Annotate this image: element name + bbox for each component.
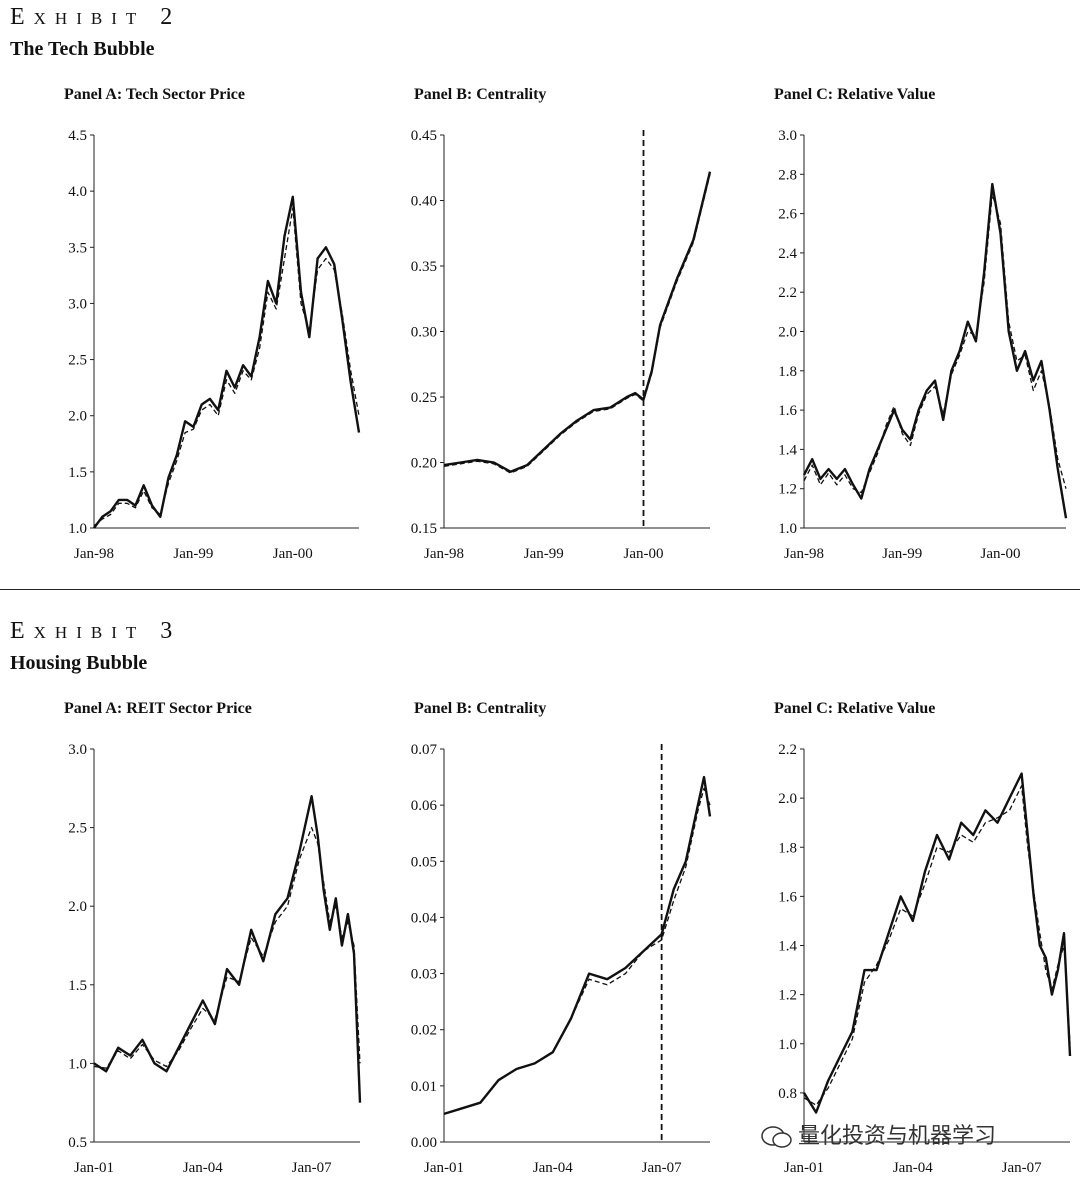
exhibit-divider [0, 589, 1080, 590]
x-tick-label: Jan-00 [981, 546, 1021, 562]
y-tick-label: 2.5 [68, 821, 87, 837]
panel-title: Panel A: Tech Sector Price [64, 86, 245, 103]
y-tick-label: 1.0 [778, 1037, 797, 1053]
y-tick-label: 1.2 [778, 988, 797, 1004]
x-tick-label: Jan-01 [424, 1160, 464, 1176]
y-tick-label: 0.04 [411, 910, 438, 926]
y-tick-label: 2.4 [778, 246, 797, 262]
y-tick-label: 0.01 [411, 1079, 437, 1095]
x-tick-label: Jan-99 [524, 546, 564, 562]
tech-centrality-chart: Panel B: Centrality 0.15 0.20 0.25 0.30 0.35 0… [411, 86, 712, 562]
x-tick-label: Jan-00 [624, 546, 664, 562]
y-tick-label: 1.4 [778, 442, 797, 458]
x-tick-label: Jan-99 [173, 546, 213, 562]
series-line-dashed [803, 785, 1071, 1106]
series-line-solid [443, 775, 712, 1116]
y-tick-label: 1.6 [778, 403, 797, 419]
y-tick-label: 4.5 [68, 128, 87, 144]
x-tick-label: Jan-04 [183, 1160, 223, 1176]
panel-title: Panel B: Centrality [414, 86, 546, 103]
tech-relative-value-chart: Panel C: Relative Value 1.0 1.2 1.4 1.6 1.8 2.… [774, 86, 1068, 562]
y-tick-label: 0.06 [411, 798, 438, 814]
y-tick-label: 4.0 [68, 184, 87, 200]
y-tick-label: 2.2 [778, 742, 797, 758]
x-tick-label: Jan-98 [74, 546, 114, 562]
x-tick-label: Jan-07 [642, 1160, 682, 1176]
y-tick-label: 3.0 [68, 296, 87, 312]
y-tick-label: 1.0 [68, 1056, 87, 1072]
x-tick-label: Jan-01 [784, 1160, 824, 1176]
housing-centrality-chart: Panel B: Centrality 0.00 0.01 0.02 0.03 0.04 0… [411, 700, 712, 1176]
y-tick-label: 0.5 [68, 1135, 87, 1151]
reit-sector-price-chart: Panel A: REIT Sector Price 0.5 1.0 1.5 2.0 2.… [64, 700, 362, 1176]
y-tick-label: 2.0 [778, 791, 797, 807]
y-tick-label: 0.40 [411, 194, 437, 210]
y-tick-label: 1.8 [778, 840, 797, 856]
x-tick-label: Jan-01 [74, 1160, 114, 1176]
y-tick-label: 2.6 [778, 207, 797, 223]
x-tick-label: Jan-07 [292, 1160, 332, 1176]
panel-title: Panel A: REIT Sector Price [64, 700, 252, 717]
y-tick-label: 1.4 [778, 939, 797, 955]
tech-sector-price-chart: Panel A: Tech Sector Price 1.0 1.5 2.0 2.5 3.… [64, 86, 361, 562]
series-line-solid [802, 182, 1068, 519]
series-line-dashed [93, 826, 361, 1069]
series-line-solid [93, 794, 362, 1103]
panel-title: Panel B: Centrality [414, 700, 546, 717]
wechat-icon [760, 1125, 794, 1149]
exhibit-2-title: The Tech Bubble [10, 38, 155, 60]
y-tick-label: 2.2 [778, 285, 797, 301]
panel-title: Panel C: Relative Value [774, 700, 935, 717]
series-line-dashed [443, 174, 711, 474]
series-line-solid [443, 171, 712, 473]
y-tick-label: 2.8 [778, 167, 797, 183]
x-tick-label: Jan-07 [1002, 1160, 1042, 1176]
y-tick-label: 0.15 [411, 521, 437, 537]
series-line-solid [802, 772, 1072, 1114]
y-tick-label: 0.05 [411, 854, 437, 870]
y-tick-label: 3.5 [68, 240, 87, 256]
exhibit-2-label: Exhibit 2 [10, 4, 182, 30]
y-tick-label: 1.6 [778, 889, 797, 905]
y-tick-label: 0.07 [411, 742, 438, 758]
series-line-dashed [443, 787, 711, 1115]
y-tick-label: 3.0 [778, 128, 797, 144]
watermark: 量化投资与机器学习 [760, 1118, 996, 1150]
series-line-dashed [803, 193, 1067, 494]
y-tick-label: 1.2 [778, 482, 797, 498]
y-tick-label: 0.45 [411, 128, 437, 144]
y-tick-label: 1.5 [68, 465, 87, 481]
x-tick-label: Jan-04 [533, 1160, 573, 1176]
y-tick-label: 0.00 [411, 1135, 437, 1151]
y-tick-label: 2.0 [68, 899, 87, 915]
x-tick-label: Jan-98 [424, 546, 464, 562]
housing-relative-value-chart: Panel C: Relative Value 0.8 1.0 1.2 1.4 1.6 1.… [774, 700, 1072, 1176]
y-tick-label: 3.0 [68, 742, 87, 758]
y-tick-label: 1.0 [778, 521, 797, 537]
y-tick-label: 2.0 [68, 409, 87, 425]
y-tick-label: 0.25 [411, 390, 437, 406]
y-tick-label: 0.03 [411, 967, 437, 983]
watermark-text: 量化投资与机器学习 [798, 1124, 997, 1149]
y-tick-label: 0.20 [411, 456, 437, 472]
y-tick-label: 0.35 [411, 259, 437, 275]
x-tick-label: Jan-00 [273, 546, 313, 562]
exhibit-3-label: Exhibit 3 [10, 618, 182, 644]
y-tick-label: 1.5 [68, 978, 87, 994]
exhibit-3-title: Housing Bubble [10, 652, 148, 674]
y-tick-label: 1.0 [68, 521, 87, 537]
x-tick-label: Jan-04 [893, 1160, 933, 1176]
series-line-dashed [93, 207, 360, 527]
y-tick-label: 1.8 [778, 364, 797, 380]
x-tick-label: Jan-99 [882, 546, 922, 562]
y-tick-label: 0.02 [411, 1023, 437, 1039]
y-tick-label: 0.30 [411, 325, 437, 341]
panel-title: Panel C: Relative Value [774, 86, 935, 103]
series-line-solid [93, 195, 361, 529]
y-tick-label: 0.8 [778, 1086, 797, 1102]
y-tick-label: 2.5 [68, 353, 87, 369]
y-tick-label: 2.0 [778, 325, 797, 341]
x-tick-label: Jan-98 [784, 546, 824, 562]
